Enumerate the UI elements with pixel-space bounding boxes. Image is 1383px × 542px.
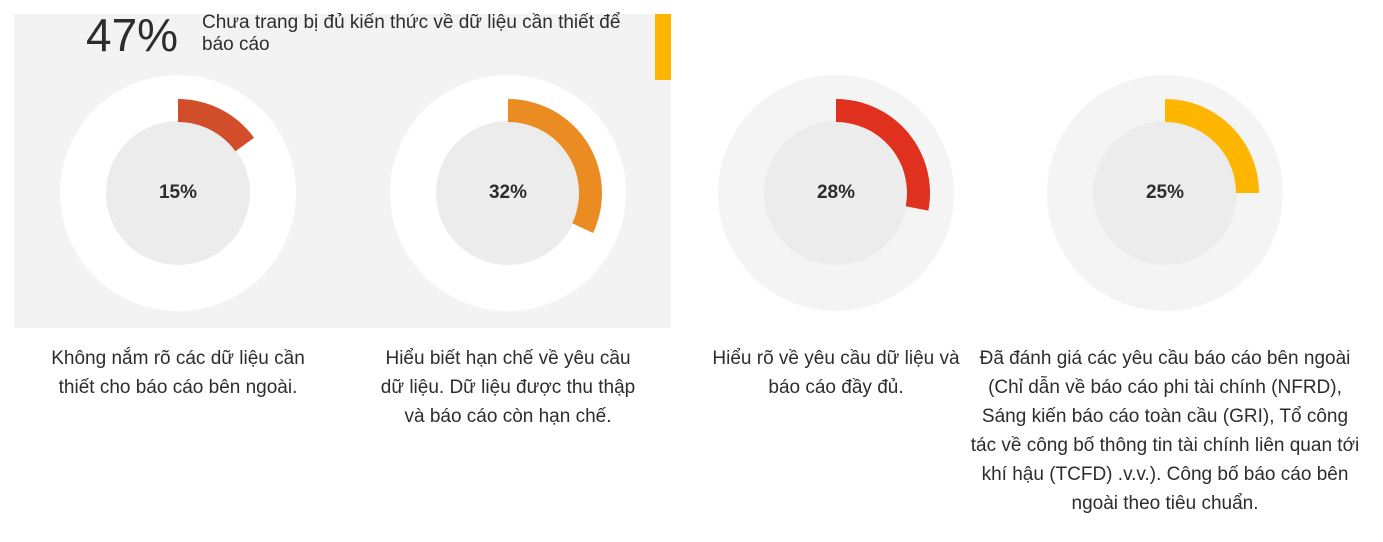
donut-label: 15% [159,182,197,203]
description: Hiểu rõ về yêu cầu dữ liệu và báo cáo đầ… [712,348,960,398]
description: Hiểu biết hạn chế về yêu cầu dữ liệu. Dữ… [380,348,636,427]
donut-arc [1165,99,1259,193]
donut-hole [436,121,580,265]
description: Không nắm rõ các dữ liệu cần thiết cho b… [51,348,305,398]
donut-label: 28% [817,182,855,203]
description: Đã đánh giá các yêu cầu báo cáo bên ngoà… [970,348,1360,514]
accent-bar [655,14,671,80]
donut-arc [508,99,602,234]
donut-arc [178,99,255,152]
donut-label: 32% [489,182,527,203]
donut-hole [764,121,908,265]
donut-label: 25% [1146,182,1184,203]
donut-hole [1093,121,1237,265]
headline-value: 47% [86,9,179,61]
donut-arc [836,99,930,211]
headline-text: Chưa trang bị đủ kiến thức về dữ liệu cầ… [202,12,621,55]
donut-hole [106,121,250,265]
